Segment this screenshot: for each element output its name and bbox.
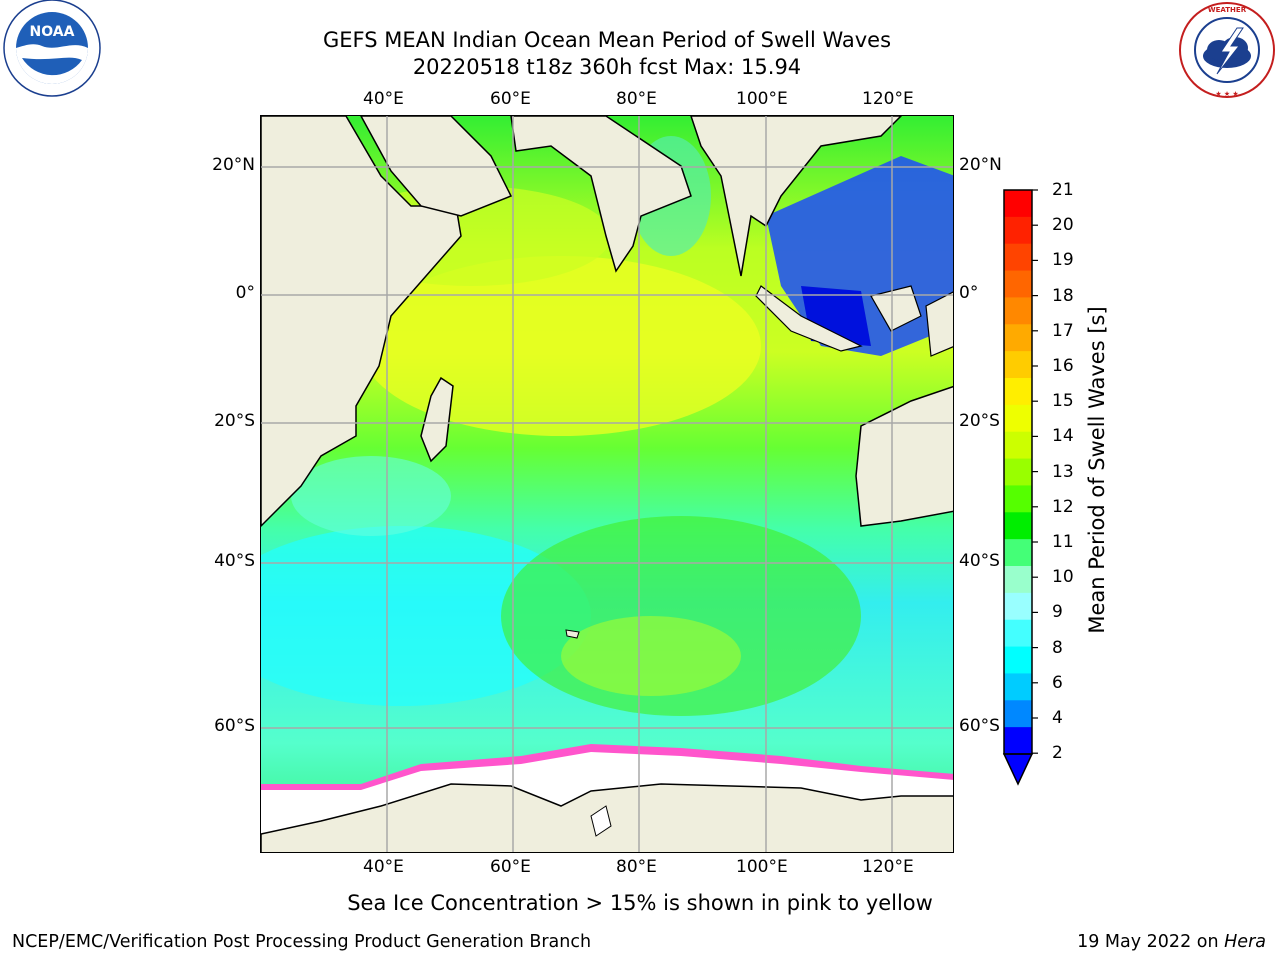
colorbar-tick-label: 11 xyxy=(1052,532,1074,552)
lat-tick-left-40s: 40°S xyxy=(214,551,255,571)
colorbar-tick-label: 8 xyxy=(1052,637,1063,658)
chart-title: GEFS MEAN Indian Ocean Mean Period of Sw… xyxy=(322,28,892,52)
lat-tick-left-60s: 60°S xyxy=(214,716,255,736)
madagascar xyxy=(420,376,454,463)
swell-low-zone xyxy=(261,526,591,706)
lon-tick-top-120e: 120°E xyxy=(862,89,914,109)
nws-logo: WEATHER ★ ★ ★ xyxy=(1177,0,1277,100)
colorbar-tick-label: 20 xyxy=(1052,215,1074,236)
footer-host: Hera xyxy=(1224,932,1266,952)
lon-tick-top-60e: 60°E xyxy=(490,89,531,109)
colorbar-extend-arrow xyxy=(1002,753,1034,786)
colorbar-tick-label: 18 xyxy=(1052,285,1074,306)
colorbar-segment xyxy=(1004,324,1032,352)
noaa-logo-graphic: NOAA xyxy=(3,0,101,97)
colorbar-segment xyxy=(1004,378,1032,406)
colorbar-segment xyxy=(1004,539,1032,567)
footer-credit: NCEP/EMC/Verification Post Processing Pr… xyxy=(12,932,592,952)
lon-tick-top-80e: 80°E xyxy=(616,89,657,109)
lat-tick-left-20n: 20°N xyxy=(212,155,255,175)
lon-tick-bottom-120e: 120°E xyxy=(862,857,914,877)
lon-tick-bottom-40e: 40°E xyxy=(363,857,404,877)
colorbar-tick-label: 12 xyxy=(1052,496,1074,517)
colorbar-segment xyxy=(1004,512,1032,540)
swell-period-map xyxy=(261,116,953,852)
colorbar-segment xyxy=(1004,646,1032,674)
lon-tick-bottom-60e: 60°E xyxy=(490,857,531,877)
svg-text:WEATHER: WEATHER xyxy=(1208,6,1247,14)
colorbar-segment xyxy=(1004,458,1032,486)
lon-tick-bottom-100e: 100°E xyxy=(736,857,788,877)
colorbar-tick-label: 14 xyxy=(1052,426,1074,447)
colorbar-tick-label: 4 xyxy=(1052,708,1063,728)
australia-landmass xyxy=(855,385,953,527)
colorbar-tick-label: 10 xyxy=(1052,567,1074,588)
lat-tick-right-20n: 20°N xyxy=(959,155,1002,175)
colorbar-tick-label: 13 xyxy=(1052,461,1074,482)
lat-tick-right-60s: 60°S xyxy=(959,716,1000,736)
colorbar-tick-label: 2 xyxy=(1052,743,1063,764)
lat-tick-right-40s: 40°S xyxy=(959,551,1000,571)
colorbar-tick-label: 21 xyxy=(1052,180,1074,200)
swell-max-zone xyxy=(361,256,761,436)
lat-tick-left-20s: 20°S xyxy=(214,411,255,431)
colorbar-segment xyxy=(1004,297,1032,325)
lon-tick-top-40e: 40°E xyxy=(363,89,404,109)
southeast-asia-landmass xyxy=(690,116,903,277)
colorbar-segment xyxy=(1004,190,1032,218)
colorbar-segment xyxy=(1004,270,1032,298)
colorbar-segment xyxy=(1004,619,1032,648)
svg-text:★ ★ ★: ★ ★ ★ xyxy=(1215,90,1238,98)
colorbar-segment xyxy=(1004,351,1032,379)
colorbar-segment xyxy=(1004,243,1032,272)
arabia-landmass xyxy=(360,116,513,217)
footer-date-text: 19 May 2022 on xyxy=(1077,932,1225,952)
noaa-logo: NOAA xyxy=(2,0,102,100)
nws-logo-graphic: WEATHER ★ ★ ★ xyxy=(1179,2,1275,98)
colorbar-tick-label: 15 xyxy=(1052,391,1074,412)
colorbar-title: Mean Period of Swell Waves [s] xyxy=(1085,306,1109,634)
colorbar-segment xyxy=(1004,216,1032,245)
colorbar-segment xyxy=(1004,592,1032,621)
colorbar-segment xyxy=(1004,673,1032,701)
india-landmass xyxy=(510,116,692,273)
map-panel xyxy=(260,115,954,853)
colorbar-segment xyxy=(1004,485,1032,513)
colorbar-tick-label: 9 xyxy=(1052,602,1063,623)
colorbar-tick-label: 19 xyxy=(1052,250,1074,271)
colorbar-segment xyxy=(1004,431,1032,460)
colorbar-tick-label: 16 xyxy=(1052,356,1074,376)
chart-subtitle: 20220518 t18z 360h fcst Max: 15.94 xyxy=(412,55,802,79)
colorbar-tick-label: 6 xyxy=(1052,672,1063,693)
footer-date: 19 May 2022 on Hera xyxy=(1077,932,1266,952)
colorbar-tick-label: 17 xyxy=(1052,320,1074,341)
lat-tick-right-0: 0° xyxy=(959,283,979,303)
colorbar-segment xyxy=(1004,566,1032,594)
colorbar-segment xyxy=(1004,700,1032,728)
sea-ice-caption: Sea Ice Concentration > 15% is shown in … xyxy=(347,891,933,915)
lon-tick-bottom-80e: 80°E xyxy=(616,857,657,877)
colorbar xyxy=(1002,189,1038,786)
colorbar-segment xyxy=(1004,404,1032,433)
svg-text:NOAA: NOAA xyxy=(30,24,75,40)
lat-tick-left-0: 0° xyxy=(235,283,255,303)
graticule xyxy=(261,116,953,852)
lon-tick-top-100e: 100°E xyxy=(736,89,788,109)
colorbar-segment xyxy=(1004,727,1032,755)
lat-tick-right-20s: 20°S xyxy=(959,411,1000,431)
